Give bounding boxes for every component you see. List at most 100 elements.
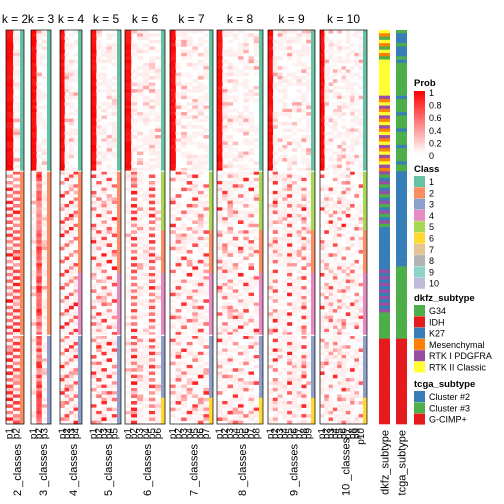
heatmap-cell [222,351,228,356]
heatmap-cell [6,135,14,139]
heatmap-cell [227,66,234,70]
heatmap-cell [232,420,239,425]
heatmap-cell [36,249,42,254]
heatmap-cell [296,394,302,399]
class-annotation-cell [117,187,121,192]
heatmap-cell [111,184,118,188]
heatmap-cell [31,269,37,274]
heatmap-cell [222,190,228,195]
heatmap-cell [13,414,21,418]
heatmap-cell [69,410,74,415]
heatmap-cell [31,89,37,93]
heatmap-cell [73,263,79,267]
heatmap-cell [13,243,21,247]
heatmap-cell [36,328,42,333]
heatmap-cell [60,49,65,54]
heatmap-cell [243,371,249,376]
heatmap-cell [73,401,79,405]
heatmap-cell [232,417,239,422]
heatmap-cell [222,66,228,70]
heatmap-cell [192,200,199,205]
heatmap-cell [106,259,113,264]
heatmap-cell [301,246,307,251]
heatmap-cell [354,194,359,198]
class-annotation-cell [259,121,263,126]
heatmap-cell [222,98,228,103]
heatmap-cell [217,371,223,376]
heatmap-cell [13,82,21,87]
heatmap-cell [341,279,347,284]
heatmap-cell [197,227,204,231]
heatmap-cell [91,105,97,110]
heatmap-cell [222,282,228,287]
heatmap-cell [291,197,297,202]
heatmap-cell [175,286,182,290]
heatmap-cell [111,417,118,422]
heatmap-cell [73,368,79,372]
heatmap-cell [60,151,65,156]
heatmap-cell [170,312,176,316]
heatmap-cell [227,174,234,179]
heatmap-cell [64,72,70,77]
class-annotation-cell [20,177,24,182]
heatmap-cell [253,46,260,50]
heatmap-cell [328,204,334,208]
heatmap-cell [111,82,118,87]
class-annotation-cell [161,374,165,379]
heatmap-cell [354,276,359,280]
class-annotation-cell [20,62,24,67]
heatmap-cell [296,292,302,297]
heatmap-cell [31,52,37,57]
heatmap-cell [291,154,297,159]
heatmap-cell [203,167,210,172]
heatmap-cell [243,282,249,287]
class-annotation-cell [259,115,263,119]
heatmap-cell [203,69,210,73]
heatmap-cell [36,105,42,110]
heatmap-cell [6,217,14,221]
heatmap-cell [301,69,307,73]
heatmap-cell [227,210,234,215]
heatmap-cell [287,272,293,277]
heatmap-cell [13,246,21,251]
heatmap-cell [101,125,107,129]
heatmap-cell [41,46,48,50]
class-annotation-cell [259,302,263,307]
heatmap-cell [6,397,14,402]
class-annotation-cell [209,98,213,103]
heatmap-cell [222,387,228,392]
heatmap-cell [350,200,355,205]
heatmap-cell [73,341,79,346]
heatmap-cell [137,272,144,277]
class-annotation-cell [78,105,82,110]
heatmap-cell [111,204,118,208]
heatmap-cell [203,282,210,287]
class-annotation-cell [161,318,165,323]
heatmap-cell [328,253,334,257]
heatmap-cell [181,394,188,399]
class-annotation-cell [259,295,263,300]
heatmap-cell [186,125,193,129]
class-annotation-cell [78,184,82,188]
heatmap-cell [268,364,274,369]
heatmap-cell [69,102,74,106]
heatmap-cell [301,46,307,50]
heatmap-cell [248,381,255,385]
class-annotation-cell [161,161,165,165]
heatmap-cell [296,167,302,172]
heatmap-cell [111,391,118,395]
heatmap-cell [186,305,193,310]
heatmap-cell [13,75,21,80]
column-label: p7 [294,428,305,440]
heatmap-cell [96,420,102,425]
class-annotation-cell [311,322,315,326]
class-annotation-cell [161,335,165,339]
class-annotation-cell [209,141,213,146]
heatmap-cell [248,371,255,376]
heatmap-cell [96,161,102,165]
heatmap-cell [203,207,210,211]
panel-3-cells [31,30,48,425]
heatmap-cell [287,368,293,372]
heatmap-cell [238,43,244,47]
heatmap-cell [227,69,234,73]
